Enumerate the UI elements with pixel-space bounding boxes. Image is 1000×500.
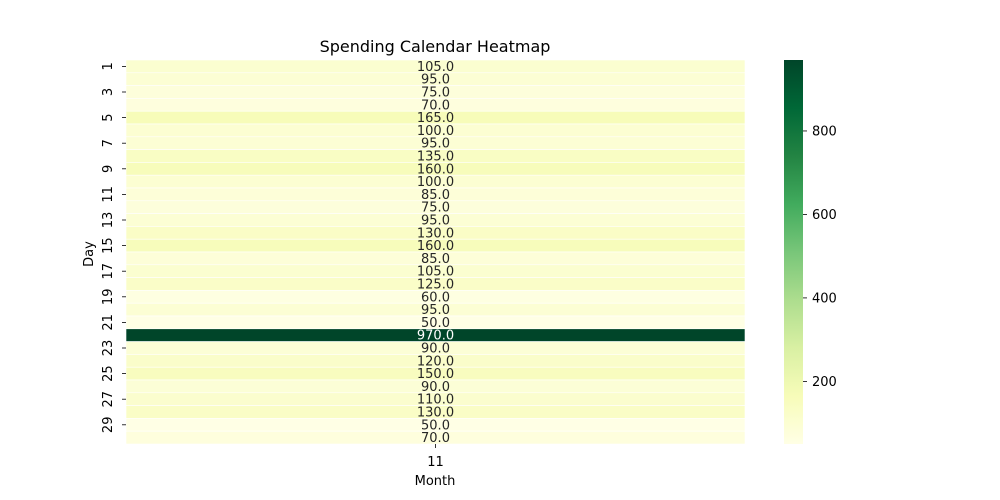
y-tick-label: 17 xyxy=(101,263,116,280)
x-tick-label: 11 xyxy=(427,455,444,470)
y-tick-label: 21 xyxy=(101,314,116,331)
colorbar-tick-label: 800 xyxy=(812,124,837,139)
cell-value-label: 165.0 xyxy=(417,111,454,126)
colorbar-ticks: 200 400 600 800 xyxy=(803,124,837,390)
cell-value-label: 105.0 xyxy=(417,60,454,75)
y-tick-label: 23 xyxy=(101,340,116,357)
cell-value-label: 75.0 xyxy=(421,201,450,216)
y-tick-label: 29 xyxy=(101,417,116,434)
cell-value-label: 95.0 xyxy=(421,73,450,88)
y-tick-label: 9 xyxy=(101,165,116,173)
y-tick-label: 3 xyxy=(101,88,116,96)
y-tick-label: 15 xyxy=(101,237,116,254)
cell-value-label: 95.0 xyxy=(421,214,450,229)
heatmap-value-labels: 105.095.075.070.0165.0100.095.0135.0160.… xyxy=(417,60,454,446)
colorbar-tick-label: 600 xyxy=(812,208,837,223)
cell-value-label: 135.0 xyxy=(417,150,454,165)
cell-value-label: 100.0 xyxy=(417,124,454,139)
cell-value-label: 160.0 xyxy=(417,162,454,177)
y-tick-label: 13 xyxy=(101,212,116,229)
cell-value-label: 60.0 xyxy=(421,290,450,305)
y-tick-label: 27 xyxy=(101,391,116,408)
cell-value-label: 70.0 xyxy=(421,98,450,113)
cell-value-label: 95.0 xyxy=(421,303,450,318)
cell-value-label: 85.0 xyxy=(421,252,450,267)
cell-value-label: 95.0 xyxy=(421,137,450,152)
cell-value-label: 970.0 xyxy=(417,329,454,344)
y-axis-label: Day xyxy=(82,241,97,267)
colorbar-tick-label: 200 xyxy=(812,375,837,390)
cell-value-label: 110.0 xyxy=(417,393,454,408)
cell-value-label: 130.0 xyxy=(417,226,454,241)
heatmap-cells xyxy=(125,59,746,445)
y-tick-label: 1 xyxy=(101,62,116,70)
x-axis-ticks: 11 xyxy=(427,444,444,470)
colorbar-tick-label: 400 xyxy=(812,291,837,306)
cell-value-label: 90.0 xyxy=(421,342,450,357)
cell-value-label: 85.0 xyxy=(421,188,450,203)
y-tick-label: 5 xyxy=(101,113,116,121)
cell-value-label: 150.0 xyxy=(417,367,454,382)
cell-value-label: 50.0 xyxy=(421,418,450,433)
cell-value-label: 105.0 xyxy=(417,265,454,280)
chart-title: Spending Calendar Heatmap xyxy=(320,37,551,56)
cell-value-label: 100.0 xyxy=(417,175,454,190)
y-tick-label: 25 xyxy=(101,365,116,382)
cell-value-label: 125.0 xyxy=(417,278,454,293)
cell-value-label: 50.0 xyxy=(421,316,450,331)
x-axis-label: Month xyxy=(415,474,456,489)
y-tick-label: 11 xyxy=(101,186,116,203)
cell-value-label: 120.0 xyxy=(417,354,454,369)
cell-value-label: 130.0 xyxy=(417,406,454,421)
cell-value-label: 90.0 xyxy=(421,380,450,395)
colorbar xyxy=(784,60,803,444)
y-tick-label: 7 xyxy=(101,139,116,147)
cell-value-label: 160.0 xyxy=(417,239,454,254)
y-tick-label: 19 xyxy=(101,289,116,306)
cell-value-label: 70.0 xyxy=(421,431,450,446)
cell-value-label: 75.0 xyxy=(421,86,450,101)
